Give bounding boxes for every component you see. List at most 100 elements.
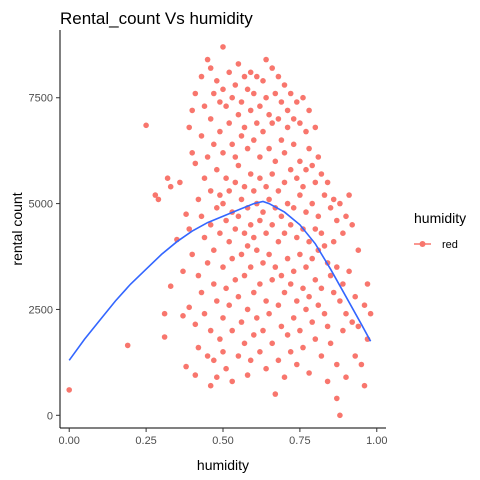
data-point — [287, 349, 294, 355]
data-point — [355, 247, 362, 253]
data-point — [226, 302, 232, 309]
data-point — [306, 293, 312, 300]
y-axis-title: rental count — [9, 192, 25, 265]
data-point — [247, 222, 254, 228]
data-point — [235, 213, 242, 220]
data-point — [281, 289, 288, 296]
data-point — [275, 188, 282, 194]
data-point — [192, 372, 199, 378]
data-point — [260, 260, 266, 266]
data-point — [260, 78, 266, 84]
data-point — [303, 166, 309, 173]
data-point — [226, 69, 232, 76]
data-point — [297, 120, 303, 126]
data-point — [300, 344, 306, 351]
data-point — [337, 412, 343, 419]
data-point — [220, 349, 226, 355]
data-point — [297, 192, 303, 198]
data-point — [315, 302, 322, 309]
data-point — [334, 264, 340, 270]
data-point — [124, 342, 131, 349]
data-point — [180, 313, 186, 319]
data-point — [294, 234, 300, 241]
data-point — [294, 361, 300, 368]
data-point — [275, 116, 282, 122]
data-point — [266, 196, 272, 203]
data-point — [244, 372, 251, 378]
data-point — [290, 116, 297, 122]
data-point — [281, 179, 288, 186]
data-point — [201, 234, 208, 241]
data-point — [281, 230, 288, 236]
data-point — [217, 336, 223, 342]
data-point — [244, 306, 251, 313]
data-point — [364, 281, 371, 287]
data-point — [330, 289, 337, 296]
data-point — [321, 243, 328, 249]
data-point — [247, 264, 254, 270]
data-point — [284, 200, 291, 207]
data-point — [312, 124, 319, 131]
data-point — [275, 238, 282, 245]
data-point — [253, 315, 260, 321]
data-point — [312, 277, 319, 283]
data-point — [346, 268, 352, 275]
data-point — [217, 99, 223, 105]
data-point — [217, 230, 223, 236]
data-point — [253, 73, 260, 80]
data-point — [251, 188, 257, 194]
data-point — [253, 120, 260, 126]
data-point — [229, 378, 235, 385]
data-point — [223, 103, 229, 109]
data-point — [223, 285, 229, 292]
data-point — [220, 150, 226, 156]
data-point — [204, 56, 211, 63]
y-tick-label: 5000 — [29, 199, 53, 211]
data-point — [211, 357, 217, 364]
data-point — [192, 321, 199, 328]
data-point — [303, 306, 309, 313]
data-point — [251, 90, 257, 97]
data-point — [211, 281, 217, 287]
data-point — [263, 183, 269, 190]
data-point — [183, 211, 189, 217]
data-point — [198, 133, 205, 139]
data-point — [251, 332, 257, 338]
data-point — [241, 340, 248, 347]
data-point — [352, 353, 359, 359]
data-point — [235, 162, 242, 169]
data-point — [180, 268, 186, 275]
data-point — [211, 90, 217, 97]
data-point — [294, 298, 300, 304]
data-point — [251, 234, 257, 241]
data-point — [183, 363, 189, 370]
data-point — [275, 357, 282, 364]
data-point — [195, 344, 202, 351]
data-point — [334, 361, 340, 368]
data-point — [272, 158, 279, 165]
data-point — [214, 205, 220, 211]
data-point — [257, 217, 263, 224]
data-point — [306, 107, 312, 114]
data-point — [189, 150, 195, 156]
data-point — [247, 357, 254, 364]
data-point — [198, 289, 205, 296]
data-point — [192, 90, 199, 97]
data-point — [275, 302, 282, 309]
data-point — [244, 243, 251, 249]
data-point — [207, 222, 214, 228]
x-tick-label: 1.00 — [366, 435, 387, 447]
data-point — [238, 319, 245, 325]
data-point — [361, 382, 368, 389]
data-point — [251, 137, 257, 143]
data-point — [235, 61, 242, 67]
data-point — [244, 145, 251, 152]
data-point — [229, 327, 235, 334]
data-point — [214, 166, 220, 173]
data-point — [330, 196, 337, 203]
data-point — [309, 162, 316, 169]
data-point — [352, 293, 359, 300]
data-point — [247, 171, 254, 177]
data-point — [226, 120, 232, 126]
data-point — [257, 349, 263, 355]
